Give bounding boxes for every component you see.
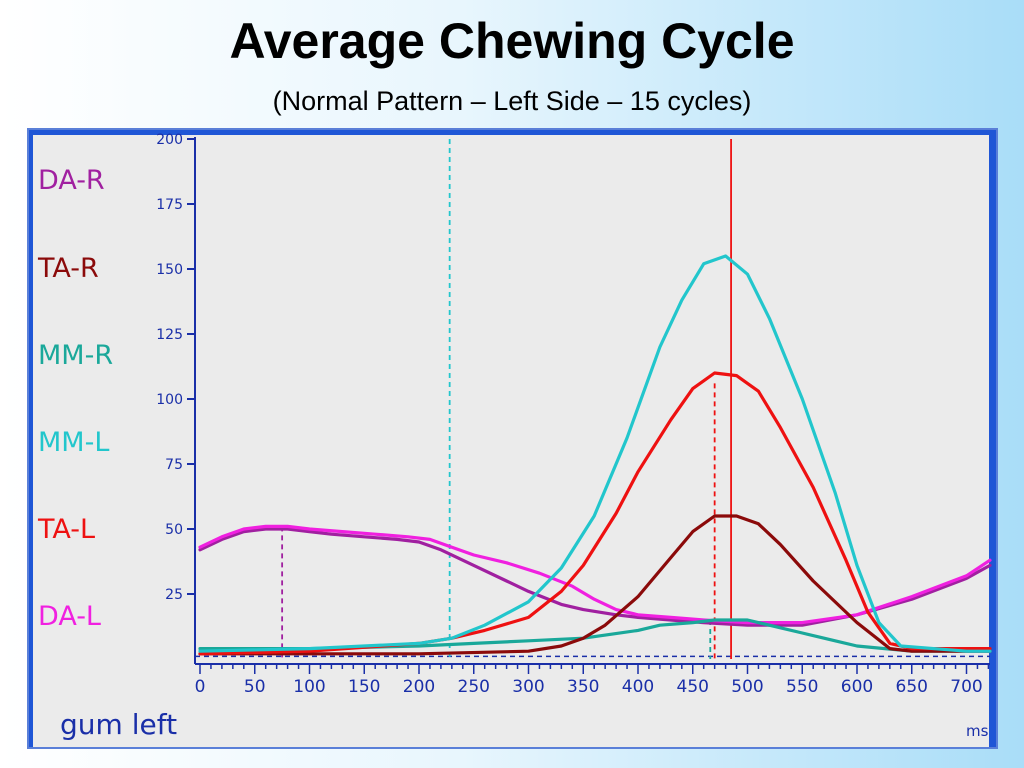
x-axis-unit: ms — [966, 722, 989, 740]
legend-label-da-l: DA-L — [38, 601, 101, 632]
page-subtitle: (Normal Pattern – Left Side – 15 cycles) — [272, 86, 752, 116]
y-tick-label: 150 — [156, 262, 183, 278]
x-tick-label: 400 — [622, 677, 654, 697]
x-tick-label: 700 — [950, 677, 982, 697]
y-tick-label: 200 — [156, 132, 183, 148]
y-tick-label: 100 — [156, 392, 183, 408]
y-tick-label: 175 — [156, 197, 183, 213]
series-line-da-l — [198, 524, 992, 625]
y-tick-label: 25 — [165, 587, 183, 603]
x-tick-label: 250 — [458, 677, 490, 697]
legend-label-da-r: DA-R — [38, 165, 105, 196]
gum-note: gum left — [60, 708, 178, 741]
x-tick-label: 200 — [403, 677, 435, 697]
chart-background — [33, 135, 989, 747]
x-tick-label: 150 — [348, 677, 380, 697]
page-title: Average Chewing Cycle — [229, 13, 795, 69]
legend-label-mm-l: MM-L — [38, 427, 110, 458]
series-line-mm-l — [198, 254, 992, 653]
series-line-da-r — [198, 527, 992, 627]
legend-label-ta-l: TA-L — [38, 514, 96, 545]
x-tick-label: 350 — [567, 677, 599, 697]
x-tick-label: 50 — [244, 677, 266, 697]
x-tick-label: 100 — [293, 677, 325, 697]
y-tick-label: 125 — [156, 327, 183, 343]
x-tick-label: 550 — [786, 677, 818, 697]
legend-label-ta-r: TA-R — [38, 253, 99, 284]
x-tick-label: 0 — [195, 677, 206, 697]
series-line-mm-r — [198, 618, 992, 653]
y-tick-label: 75 — [165, 457, 183, 473]
x-tick-label: 650 — [896, 677, 928, 697]
y-tick-label: 50 — [165, 522, 183, 538]
x-tick-label: 500 — [731, 677, 763, 697]
legend-label-mm-r: MM-R — [38, 340, 114, 371]
x-tick-label: 450 — [677, 677, 709, 697]
x-tick-label: 600 — [841, 677, 873, 697]
series-line-ta-r — [198, 514, 992, 656]
x-tick-label: 300 — [512, 677, 544, 697]
series-line-ta-l — [198, 371, 992, 656]
